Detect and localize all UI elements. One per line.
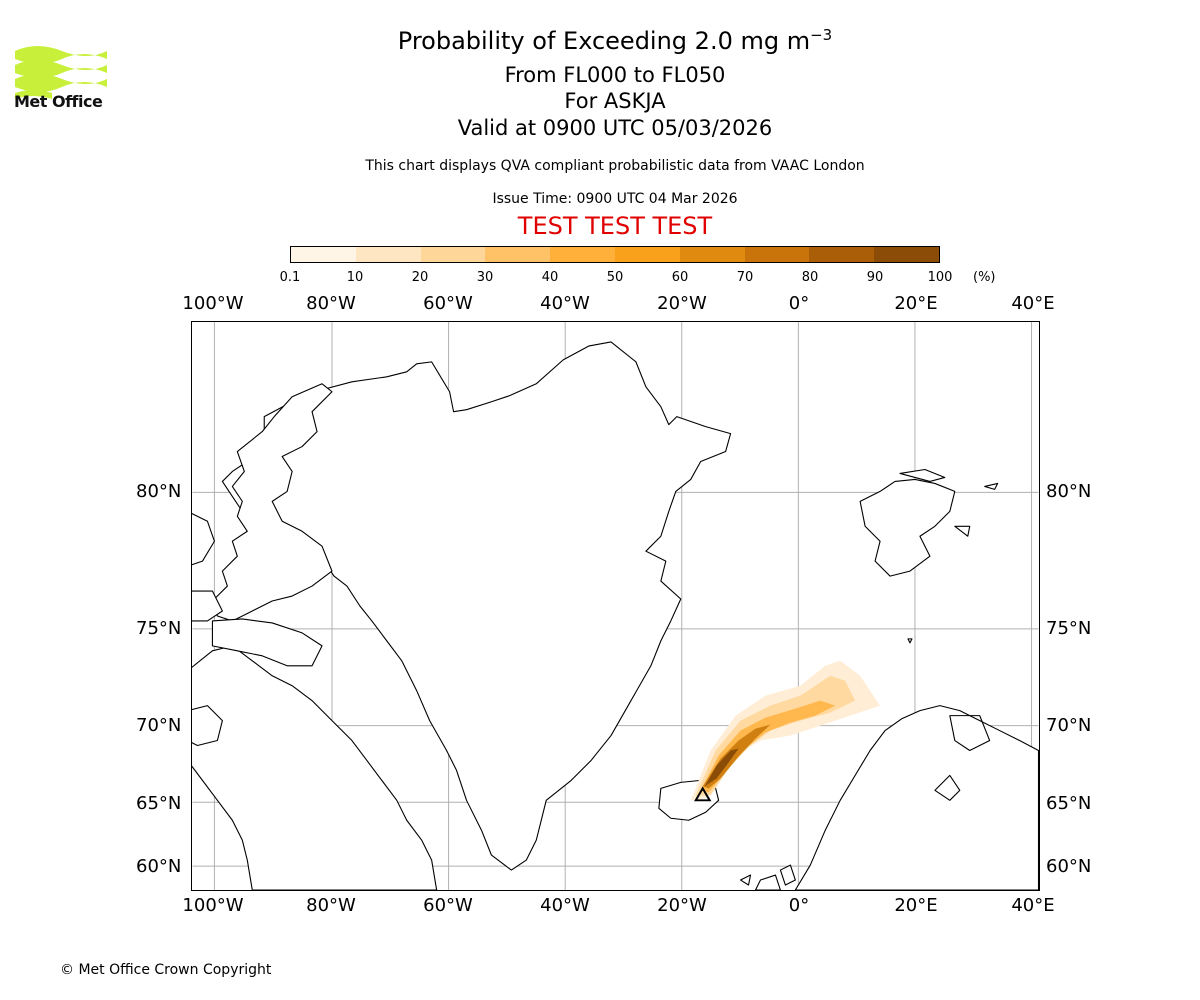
valid-time: Valid at 0900 UTC 05/03/2026 xyxy=(457,116,773,140)
lat-label-right: 80°N xyxy=(1046,481,1092,502)
volcano-name: For ASKJA xyxy=(564,89,666,113)
title-main: Probability of Exceeding 2.0 mg m xyxy=(397,27,811,55)
svalbard-coast xyxy=(859,478,956,577)
colorbar-segment xyxy=(744,247,810,262)
lon-label-bottom: 40°W xyxy=(540,895,590,916)
colorbar-tick-label: 40 xyxy=(541,270,559,285)
lon-label-top: 80°W xyxy=(306,293,356,314)
lon-label-top: 60°W xyxy=(423,293,473,314)
colorbar-segment xyxy=(614,247,680,262)
colorbar-tick-label: 80 xyxy=(801,270,819,285)
logo-text: Met Office xyxy=(14,92,103,111)
colorbar-segment xyxy=(355,247,421,262)
lon-label-top: 40°W xyxy=(540,293,590,314)
lon-label-top: 0° xyxy=(788,293,810,314)
colorbar-tick-label: 70 xyxy=(736,270,754,285)
lon-label-top: 20°W xyxy=(657,293,707,314)
colorbar-unit: (%) xyxy=(973,270,996,285)
issue-time: Issue Time: 0900 UTC 04 Mar 2026 xyxy=(492,191,738,207)
colorbar-segment xyxy=(485,247,551,262)
colorbar-tick-label: 100 xyxy=(927,270,953,285)
chart-title: Probability of Exceeding 2.0 mg m−3 xyxy=(0,26,1200,55)
lon-label-bottom: 20°W xyxy=(657,895,707,916)
lon-label-top: 40°E xyxy=(1011,293,1055,314)
lon-label-bottom: 40°E xyxy=(1011,895,1055,916)
test-banner: TEST TEST TEST xyxy=(517,212,713,240)
lon-label-top: 20°E xyxy=(894,293,938,314)
level-range: From FL000 to FL050 xyxy=(504,63,726,87)
lon-label-top: 100°W xyxy=(182,293,244,314)
lon-label-bottom: 0° xyxy=(788,895,810,916)
lat-label-right: 75°N xyxy=(1046,618,1092,639)
western-islands xyxy=(192,512,215,566)
volcano-marker-icon xyxy=(693,786,712,802)
lat-label-right: 70°N xyxy=(1046,715,1092,736)
colorbar-tick-label: 30 xyxy=(476,270,494,285)
devon-island-coast xyxy=(211,618,323,667)
lat-label-left: 60°N xyxy=(136,856,182,877)
lat-label-right: 60°N xyxy=(1046,856,1092,877)
title-superscript: −3 xyxy=(810,26,833,44)
colorbar-segment xyxy=(874,247,939,262)
colorbar-segment xyxy=(420,247,486,262)
lat-label-left: 80°N xyxy=(136,481,182,502)
lat-label-left: 70°N xyxy=(136,715,182,736)
met-office-logo-icon xyxy=(15,46,107,99)
lat-label-left: 65°N xyxy=(136,793,182,814)
baffin-island-coast xyxy=(192,645,438,890)
colorbar-tick-label: 20 xyxy=(411,270,429,285)
colorbar-segment xyxy=(809,247,875,262)
map-panel[interactable] xyxy=(191,321,1040,891)
probability-colorbar xyxy=(290,246,940,263)
colorbar-tick-label: 10 xyxy=(346,270,364,285)
colorbar-segment xyxy=(291,247,356,262)
scandinavia-coast xyxy=(794,705,1039,890)
colorbar-tick-label: 90 xyxy=(866,270,884,285)
lat-label-left: 75°N xyxy=(136,618,182,639)
coastlines xyxy=(192,341,1039,890)
ash-probability-plume xyxy=(690,660,881,801)
copyright-text: © Met Office Crown Copyright xyxy=(60,962,272,978)
colorbar-segment xyxy=(679,247,745,262)
colorbar-segment xyxy=(550,247,615,262)
lon-label-bottom: 60°W xyxy=(423,895,473,916)
chart-description: This chart displays QVA compliant probab… xyxy=(365,158,865,174)
lon-label-bottom: 80°W xyxy=(306,895,356,916)
colorbar-tick-label: 0.1 xyxy=(279,270,301,285)
lat-label-right: 65°N xyxy=(1046,793,1092,814)
lon-label-bottom: 100°W xyxy=(182,895,244,916)
lon-label-bottom: 20°E xyxy=(894,895,938,916)
ellesmere-coast xyxy=(211,383,333,622)
colorbar-tick-label: 50 xyxy=(606,270,624,285)
colorbar-tick-label: 60 xyxy=(671,270,689,285)
